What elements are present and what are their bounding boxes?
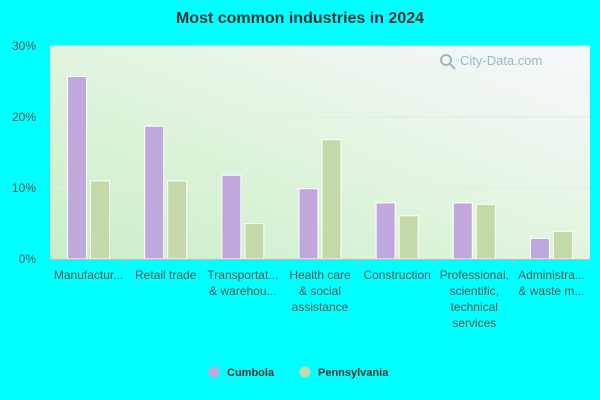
- gridlines: [50, 45, 590, 189]
- bar-pennsylvania-5[interactable]: [475, 203, 496, 260]
- x-tick-label: Administra...: [518, 268, 585, 282]
- magnifier-handle: [449, 63, 456, 70]
- x-tick-label: technical: [451, 300, 498, 314]
- x-tick-label: scientific,: [450, 284, 499, 298]
- y-tick-label: 30%: [12, 39, 36, 53]
- plot-area: [50, 46, 590, 259]
- x-tick-label: Construction: [363, 268, 430, 282]
- x-tick-label: Health care: [289, 268, 351, 282]
- x-tick-label: Transportat...: [207, 268, 278, 282]
- chart-title: Most common industries in 2024: [176, 10, 424, 27]
- y-axis: 0% 10% 20% 30%: [12, 39, 36, 266]
- x-tick-label: & waste m...: [518, 284, 584, 298]
- x-tick-label: & social: [299, 284, 341, 298]
- y-tick-label: 20%: [12, 110, 36, 124]
- bar-cumbola-2[interactable]: [221, 174, 242, 260]
- bar-pennsylvania-1[interactable]: [167, 180, 188, 260]
- y-tick-label: 10%: [12, 181, 36, 195]
- bar-pennsylvania-6[interactable]: [552, 230, 573, 260]
- bar-cumbola-3[interactable]: [298, 188, 319, 260]
- bar-cumbola-5[interactable]: [452, 202, 473, 260]
- bar-cumbola-6[interactable]: [529, 237, 550, 260]
- x-tick-label: & warehou...: [209, 284, 276, 298]
- bar-cumbola-1[interactable]: [144, 125, 165, 260]
- magnifier-icon: [440, 54, 452, 66]
- x-tick-label: Professional,: [440, 268, 509, 282]
- x-tick-label: assistance: [292, 300, 349, 314]
- x-tick-label: Manufactur...: [54, 268, 123, 282]
- bar-cumbola-4[interactable]: [375, 202, 396, 260]
- bar-pennsylvania-2[interactable]: [244, 223, 265, 260]
- x-tick-label: Retail trade: [135, 268, 197, 282]
- bar-cumbola-0[interactable]: [67, 76, 88, 260]
- legend-label-pennsylvania: Pennsylvania: [318, 367, 389, 379]
- legend-swatch-cumbola: [208, 366, 220, 378]
- bar-pennsylvania-3[interactable]: [321, 139, 342, 260]
- x-tick-label: services: [452, 316, 496, 330]
- bar-pennsylvania-4[interactable]: [398, 215, 419, 260]
- watermark: City-Data.com: [440, 53, 542, 70]
- watermark-text: City-Data.com: [460, 53, 542, 68]
- bars: [67, 76, 573, 260]
- x-axis: Manufactur... Retail trade Transportat... &…: [50, 259, 590, 330]
- legend-label-cumbola: Cumbola: [227, 367, 275, 379]
- legend-swatch-pennsylvania: [299, 366, 311, 378]
- y-tick-label: 0%: [19, 252, 37, 266]
- bar-pennsylvania-0[interactable]: [90, 180, 111, 260]
- legend: Cumbola Pennsylvania: [208, 366, 389, 379]
